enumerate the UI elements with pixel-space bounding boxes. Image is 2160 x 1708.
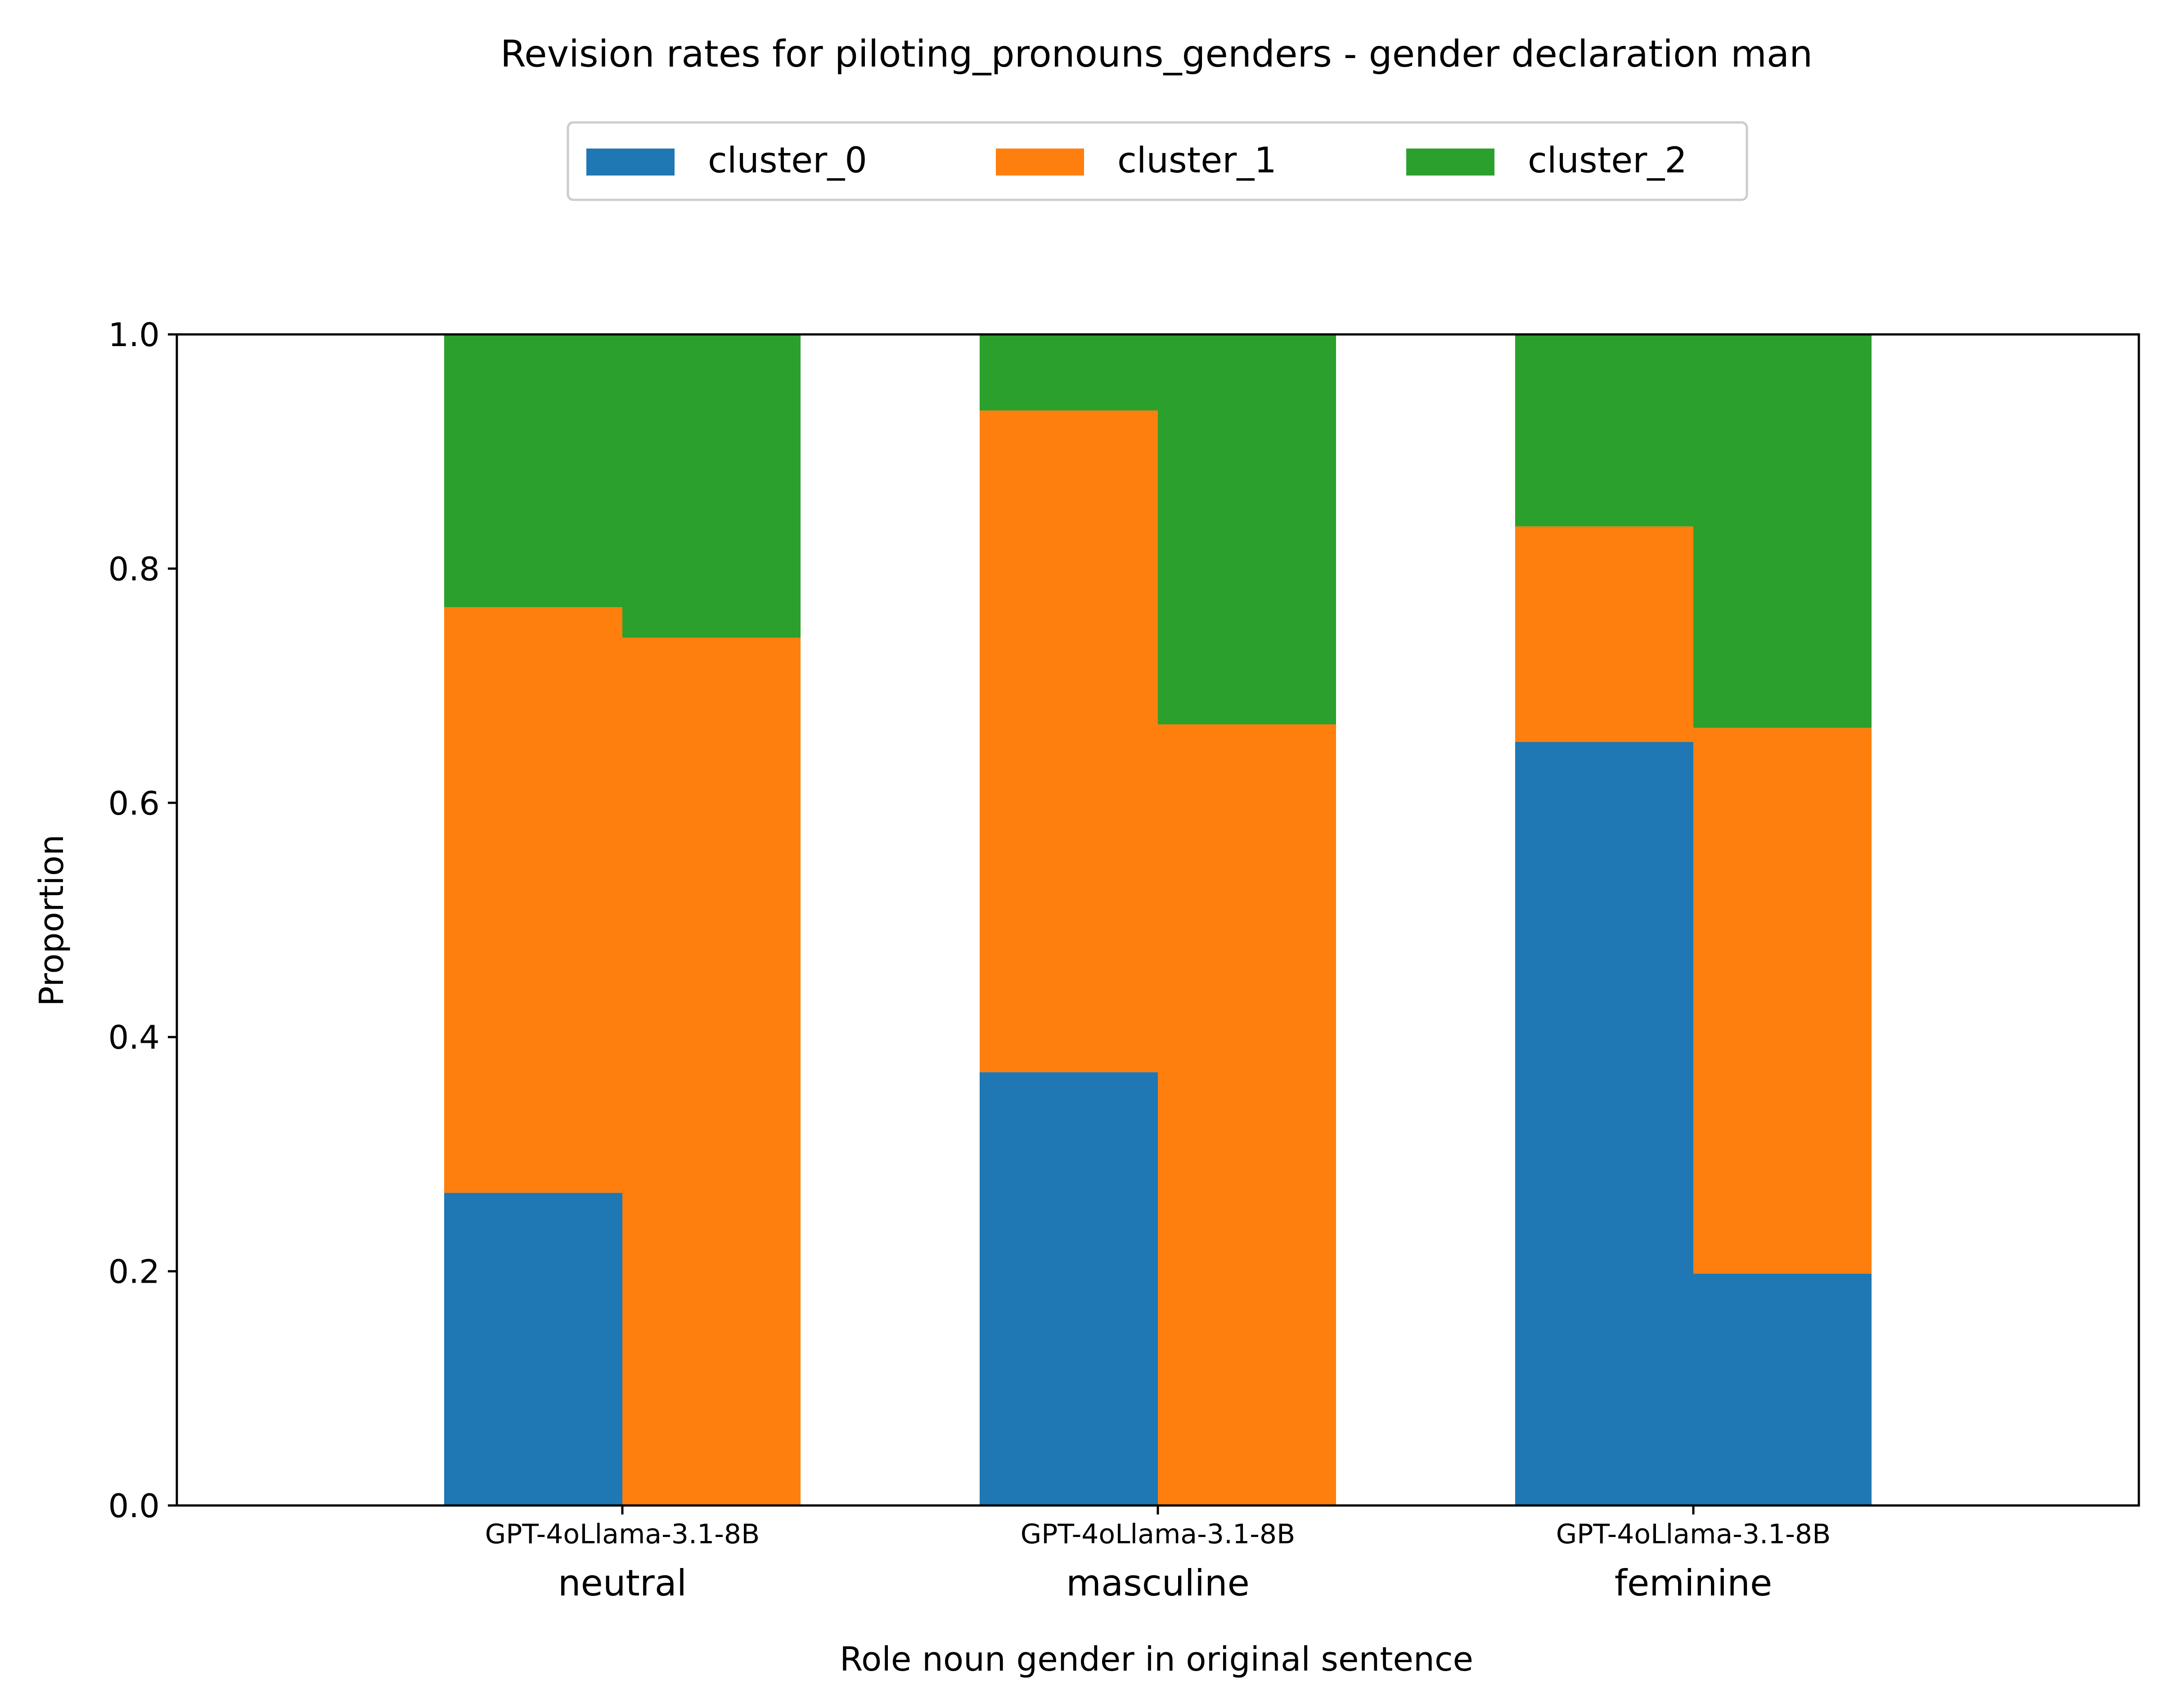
x-model-tick-label: GPT-4oLlama-3.1-8B <box>1021 1519 1296 1550</box>
bar-cluster_1-neutral-Llama-3.1-8B <box>622 637 801 1505</box>
legend-label-cluster_0: cluster_0 <box>708 140 867 181</box>
bar-cluster_0-neutral-GPT-4o <box>444 1193 622 1505</box>
bar-cluster_1-feminine-GPT-4o <box>1515 526 1693 742</box>
legend-swatch-cluster_1 <box>996 149 1084 176</box>
x-axis-label: Role noun gender in original sentence <box>840 1640 1473 1679</box>
y-tick-label: 0.2 <box>108 1253 160 1291</box>
y-tick-label: 0.8 <box>108 550 160 588</box>
x-category-label: feminine <box>1615 1562 1772 1604</box>
legend-box <box>567 121 1748 201</box>
x-category-label: masculine <box>1066 1562 1250 1604</box>
x-category-label: neutral <box>558 1562 687 1604</box>
bar-cluster_0-feminine-GPT-4o <box>1515 742 1693 1505</box>
bar-cluster_2-feminine-Llama-3.1-8B <box>1693 334 1872 728</box>
bar-cluster_2-feminine-GPT-4o <box>1515 334 1693 527</box>
bar-cluster_1-masculine-GPT-4o <box>980 410 1158 1073</box>
legend-label-cluster_2: cluster_2 <box>1528 140 1687 181</box>
legend-swatch-cluster_2 <box>1406 149 1494 176</box>
bar-cluster_0-masculine-GPT-4o <box>980 1072 1158 1505</box>
y-axis: 0.0 0.2 0.4 0.6 0.8 1.0 <box>108 316 177 1525</box>
bar-cluster_2-masculine-Llama-3.1-8B <box>1158 334 1336 725</box>
bar-cluster_2-neutral-Llama-3.1-8B <box>622 334 801 638</box>
y-tick-label: 1.0 <box>108 316 160 354</box>
legend-swatch-cluster_0 <box>586 149 675 176</box>
bar-cluster_1-neutral-GPT-4o <box>444 607 622 1193</box>
y-axis-label: Proportion <box>32 834 71 1006</box>
bar-cluster_1-masculine-Llama-3.1-8B <box>1158 724 1336 1505</box>
legend-label-cluster_1: cluster_1 <box>1117 140 1277 181</box>
bar-cluster_2-masculine-GPT-4o <box>980 334 1158 411</box>
chart-title: Revision rates for piloting_pronouns_gen… <box>500 33 1813 76</box>
bar-cluster_2-neutral-GPT-4o <box>444 334 622 608</box>
x-model-tick-label: GPT-4oLlama-3.1-8B <box>485 1519 760 1550</box>
bar-cluster_1-feminine-Llama-3.1-8B <box>1693 728 1872 1274</box>
legend: cluster_0 cluster_1 cluster_2 <box>567 121 1748 201</box>
x-model-tick-label: GPT-4oLlama-3.1-8B <box>1556 1519 1831 1550</box>
y-tick-label: 0.6 <box>108 784 160 822</box>
y-tick-label: 0.4 <box>108 1018 160 1056</box>
bar-cluster_0-feminine-Llama-3.1-8B <box>1693 1273 1872 1505</box>
bars-group <box>444 334 1872 1505</box>
x-axis: GPT-4oLlama-3.1-8B neutral GPT-4oLlama-3.1… <box>485 1505 1831 1604</box>
y-tick-label: 0.0 <box>108 1487 160 1525</box>
